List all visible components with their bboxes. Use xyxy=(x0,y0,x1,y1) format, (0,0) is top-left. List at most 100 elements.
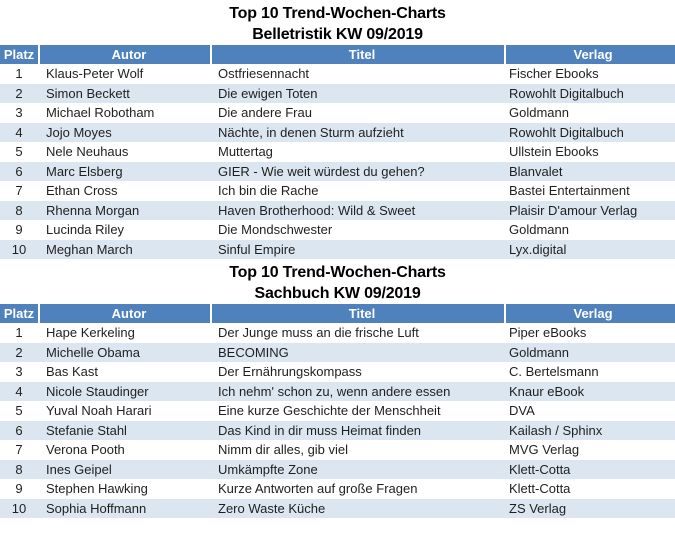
cell-verlag: Bastei Entertainment xyxy=(509,183,630,198)
column-header-titel: Titel xyxy=(210,304,504,323)
table-row: 5 Yuval Noah Harari Eine kurze Geschichte … xyxy=(0,401,675,421)
cell-autor: Stefanie Stahl xyxy=(46,422,127,438)
chart-title-line1: Top 10 Trend-Wochen-Charts xyxy=(229,5,446,22)
cell-platz: 2 xyxy=(15,344,23,360)
cell-platz: 8 xyxy=(15,202,23,218)
cell-platz: 6 xyxy=(15,422,23,438)
cell-verlag: MVG Verlag xyxy=(509,442,580,457)
cell-autor: Stephen Hawking xyxy=(46,481,148,496)
cell-titel: Der Junge muss an die frische Luft xyxy=(218,325,419,340)
cell-autor: Nicole Staudinger xyxy=(46,383,149,399)
cell-verlag: Piper eBooks xyxy=(509,325,587,340)
cell-platz: 8 xyxy=(15,461,23,477)
table-header-row: Platz Autor Titel Verlag xyxy=(0,304,675,323)
cell-titel: Sinful Empire xyxy=(218,241,296,257)
cell-titel: Die ewigen Toten xyxy=(218,85,318,101)
sachbuch-table: Platz Autor Titel Verlag 1 Hape Kerkeling… xyxy=(0,304,675,518)
cell-platz: 7 xyxy=(15,183,23,198)
cell-titel: Ich nehm' schon zu, wenn andere essen xyxy=(218,383,451,399)
cell-titel: Umkämpfte Zone xyxy=(218,461,318,477)
belletristik-section: Top 10 Trend-Wochen-Charts Belletristik … xyxy=(0,0,675,259)
table-row: 4 Nicole Staudinger Ich nehm' schon zu, we… xyxy=(0,381,675,401)
cell-platz: 10 xyxy=(11,241,27,257)
table-row: 10 Meghan March Sinful Empire Lyx.digital xyxy=(0,239,675,259)
table-row: 1 Klaus-Peter Wolf Ostfriesennacht Fischer … xyxy=(0,64,675,84)
cell-titel: Ostfriesennacht xyxy=(218,66,310,81)
cell-platz: 6 xyxy=(15,163,23,179)
cell-platz: 7 xyxy=(15,442,23,457)
column-header-verlag: Verlag xyxy=(504,45,675,64)
table-row: 3 Michael Robotham Die andere Frau Goldmann xyxy=(0,103,675,123)
cell-platz: 4 xyxy=(15,383,23,399)
cell-titel: Nimm dir alles, gib viel xyxy=(218,442,349,457)
cell-platz: 3 xyxy=(15,105,23,120)
cell-autor: Meghan March xyxy=(46,241,133,257)
table-row: 9 Stephen Hawking Kurze Antworten auf groß… xyxy=(0,479,675,499)
sachbuch-table-body: 1 Hape Kerkeling Der Junge muss an die fri… xyxy=(0,323,675,518)
cell-platz: 4 xyxy=(15,124,23,140)
cell-autor: Klaus-Peter Wolf xyxy=(46,66,144,81)
cell-autor: Ines Geipel xyxy=(46,461,112,477)
cell-autor: Marc Elsberg xyxy=(46,163,123,179)
cell-autor: Nele Neuhaus xyxy=(46,144,129,159)
column-header-autor: Autor xyxy=(38,45,210,64)
cell-titel: Die andere Frau xyxy=(218,105,312,120)
table-row: 7 Ethan Cross Ich bin die Rache Bastei Ente… xyxy=(0,181,675,201)
column-header-verlag: Verlag xyxy=(504,304,675,323)
cell-platz: 9 xyxy=(15,481,23,496)
cell-titel: Die Mondschwester xyxy=(218,222,333,237)
cell-platz: 5 xyxy=(15,144,23,159)
chart-title-line1: Top 10 Trend-Wochen-Charts xyxy=(229,264,446,281)
table-row: 6 Stefanie Stahl Das Kind in dir muss Heim… xyxy=(0,420,675,440)
belletristik-table-body: 1 Klaus-Peter Wolf Ostfriesennacht Fischer … xyxy=(0,64,675,259)
cell-verlag: Goldmann xyxy=(509,105,569,120)
sachbuch-section: Top 10 Trend-Wochen-Charts Sachbuch KW 0… xyxy=(0,259,675,518)
cell-verlag: DVA xyxy=(509,403,535,418)
cell-titel: Muttertag xyxy=(218,144,273,159)
cell-titel: Ich bin die Rache xyxy=(218,183,319,198)
column-header-platz: Platz xyxy=(3,306,35,321)
cell-verlag: Klett-Cotta xyxy=(509,461,571,477)
cell-autor: Michael Robotham xyxy=(46,105,155,120)
table-header-row: Platz Autor Titel Verlag xyxy=(0,45,675,64)
cell-platz: 3 xyxy=(15,364,23,379)
cell-verlag: Knaur eBook xyxy=(509,383,585,399)
cell-verlag: Kailash / Sphinx xyxy=(509,422,603,438)
cell-autor: Jojo Moyes xyxy=(46,124,112,140)
cell-verlag: Lyx.digital xyxy=(509,241,567,257)
cell-platz: 1 xyxy=(15,325,23,340)
cell-verlag: ZS Verlag xyxy=(509,500,567,516)
cell-autor: Yuval Noah Harari xyxy=(46,403,152,418)
cell-platz: 9 xyxy=(15,222,23,237)
table-row: 2 Michelle Obama BECOMING Goldmann xyxy=(0,342,675,362)
table-row: 8 Ines Geipel Umkämpfte Zone Klett-Cotta xyxy=(0,459,675,479)
table-row: 8 Rhenna Morgan Haven Brotherhood: Wild & … xyxy=(0,200,675,220)
cell-platz: 2 xyxy=(15,85,23,101)
cell-titel: Nächte, in denen Sturm aufzieht xyxy=(218,124,404,140)
table-row: 4 Jojo Moyes Nächte, in denen Sturm aufzie… xyxy=(0,122,675,142)
cell-titel: Kurze Antworten auf große Fragen xyxy=(218,481,418,496)
cell-platz: 10 xyxy=(11,500,27,516)
table-row: 2 Simon Beckett Die ewigen Toten Rowohlt Di… xyxy=(0,83,675,103)
chart-title-line2: Belletristik KW 09/2019 xyxy=(252,26,423,43)
sachbuch-title-block: Top 10 Trend-Wochen-Charts Sachbuch KW 0… xyxy=(0,259,675,304)
cell-autor: Lucinda Riley xyxy=(46,222,125,237)
cell-titel: BECOMING xyxy=(218,344,289,360)
cell-platz: 1 xyxy=(15,66,23,81)
column-header-autor: Autor xyxy=(38,304,210,323)
cell-verlag: Ullstein Ebooks xyxy=(509,144,599,159)
cell-platz: 5 xyxy=(15,403,23,418)
cell-verlag: C. Bertelsmann xyxy=(509,364,599,379)
cell-verlag: Fischer Ebooks xyxy=(509,66,599,81)
cell-titel: Zero Waste Küche xyxy=(218,500,326,516)
column-header-titel: Titel xyxy=(210,45,504,64)
table-row: 7 Verona Pooth Nimm dir alles, gib viel MVG… xyxy=(0,440,675,460)
cell-autor: Rhenna Morgan xyxy=(46,202,140,218)
cell-verlag: Goldmann xyxy=(509,222,569,237)
cell-autor: Ethan Cross xyxy=(46,183,118,198)
table-row: 3 Bas Kast Der Ernährungskompass C. Bertels… xyxy=(0,362,675,382)
table-row: 10 Sophia Hoffmann Zero Waste Küche ZS Verl… xyxy=(0,498,675,518)
cell-autor: Simon Beckett xyxy=(46,85,130,101)
belletristik-title-block: Top 10 Trend-Wochen-Charts Belletristik … xyxy=(0,0,675,45)
